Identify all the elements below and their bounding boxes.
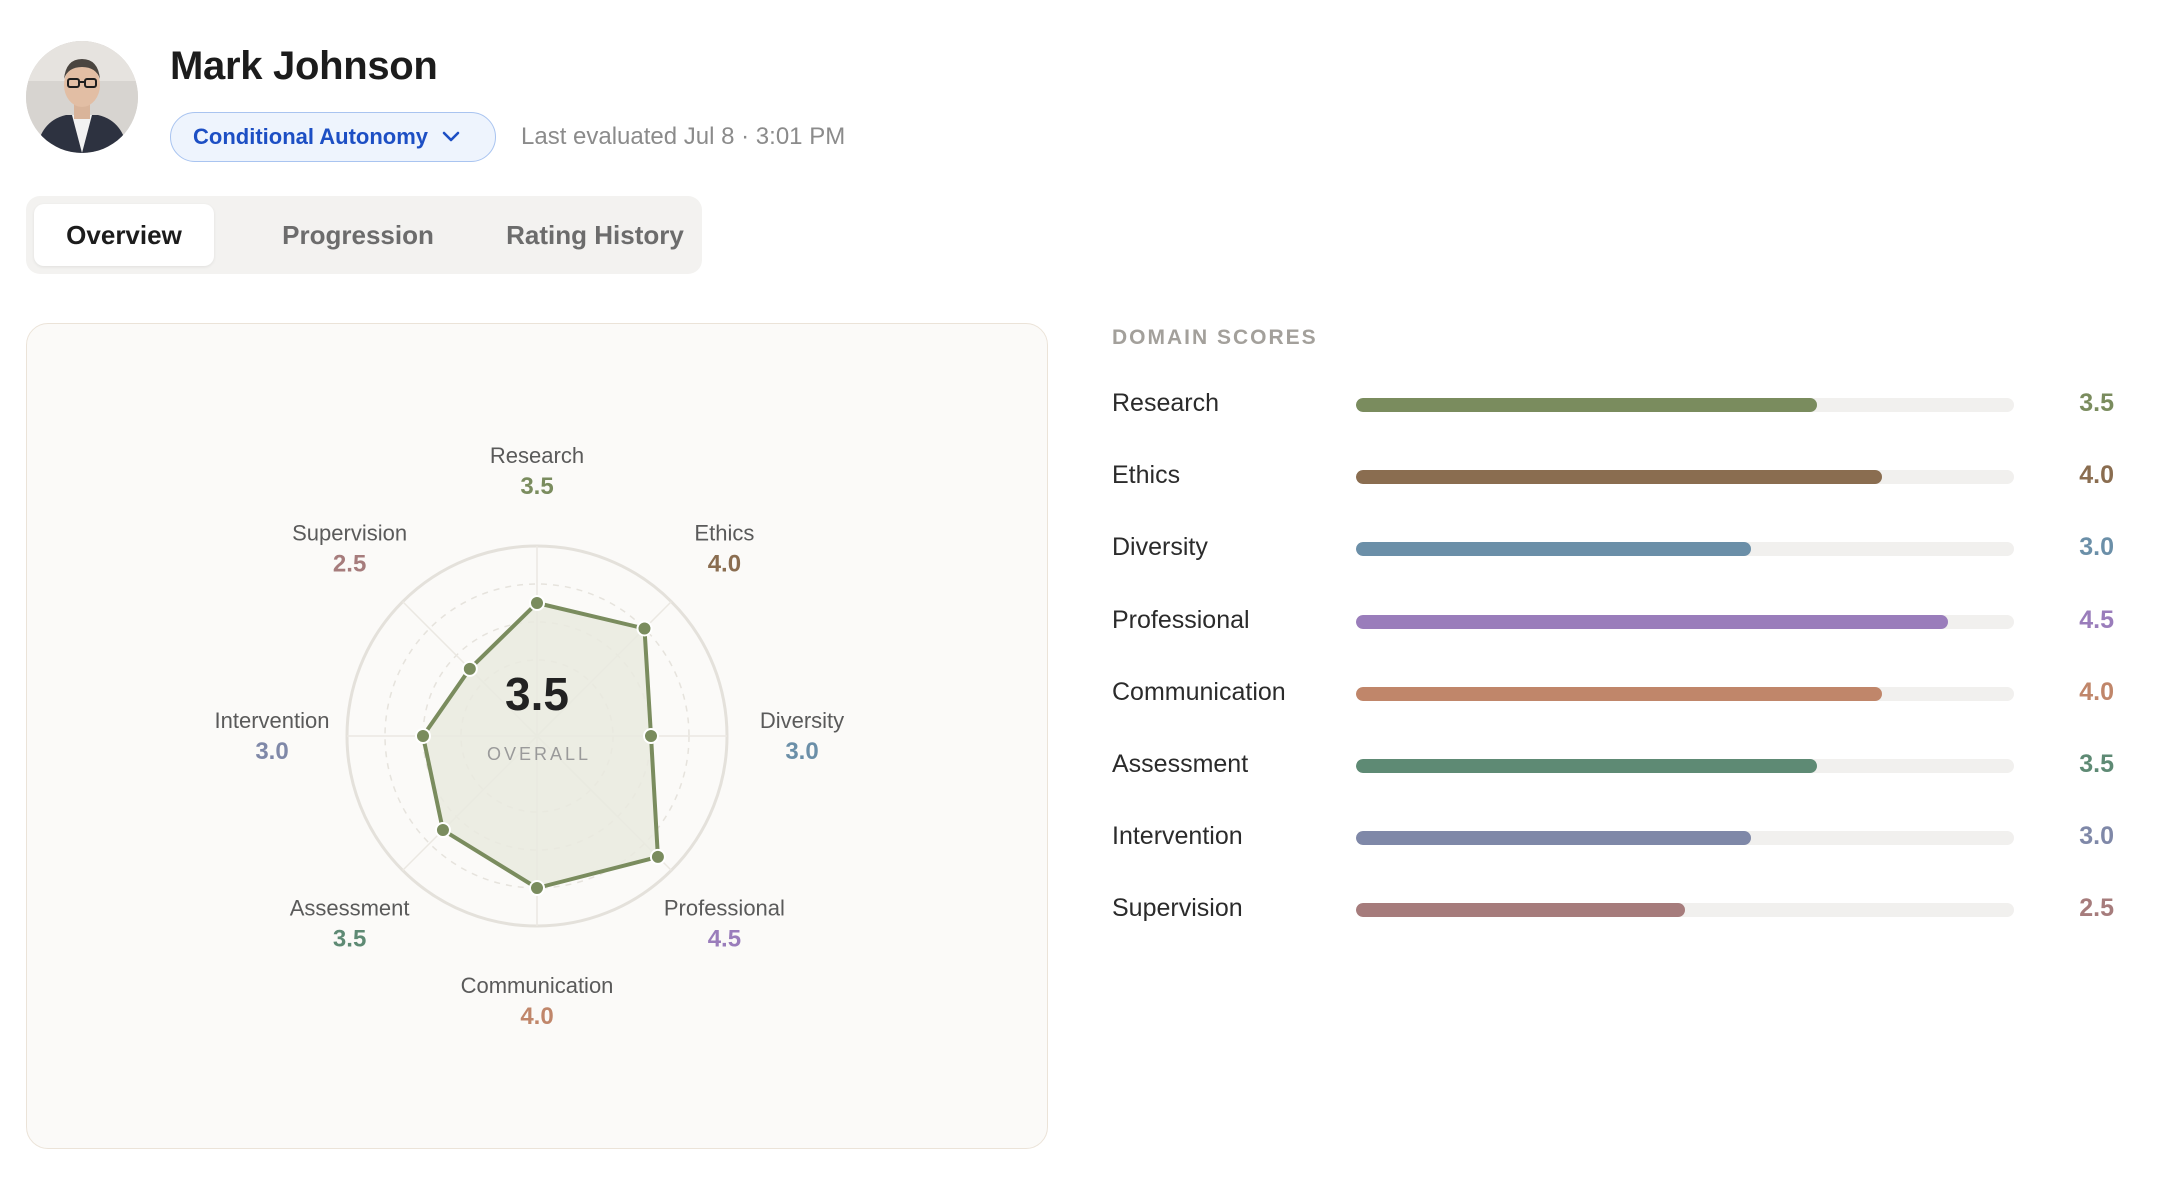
domain-score-value: 3.0 bbox=[2079, 822, 2114, 851]
domain-score-bar-fill bbox=[1356, 759, 1817, 773]
radar-chart: Research 3.5 Ethics 4.0 Diversity 3.0 Professi… bbox=[215, 443, 845, 1030]
overall-score-value: 3.5 bbox=[505, 668, 569, 720]
domain-score-name: Intervention bbox=[1112, 822, 1243, 851]
domain-score-bar-fill bbox=[1356, 398, 1817, 412]
domain-score-value: 4.0 bbox=[2079, 677, 2114, 706]
radar-label-communication: Communication bbox=[461, 973, 614, 998]
domain-scores-heading: DOMAIN SCORES bbox=[1112, 326, 1318, 349]
radar-value-assessment: 3.5 bbox=[333, 925, 366, 952]
radar-label-ethics: Ethics bbox=[694, 521, 754, 546]
domain-score-bar-track bbox=[1356, 686, 2014, 701]
tab-bar: Overview Progression Rating History bbox=[26, 196, 702, 274]
domain-score-bar-track bbox=[1356, 614, 2014, 629]
domain-score-value: 3.5 bbox=[2079, 750, 2114, 778]
radar-point-intervention bbox=[415, 728, 431, 744]
radar-value-intervention: 3.0 bbox=[255, 738, 288, 765]
domain-score-bar-fill bbox=[1356, 470, 1883, 485]
tab-overview[interactable]: Overview bbox=[34, 204, 214, 266]
domain-score-value: 4.5 bbox=[2079, 605, 2114, 634]
domain-score-bar-track bbox=[1356, 398, 2014, 412]
overall-score-caption: OVERALL bbox=[487, 744, 591, 764]
autonomy-level-label: Conditional Autonomy bbox=[193, 124, 429, 149]
radar-point-diversity bbox=[643, 728, 659, 744]
domain-score-name: Diversity bbox=[1112, 533, 1208, 562]
radar-series bbox=[415, 595, 666, 896]
domain-score-bar-track bbox=[1356, 903, 2014, 918]
radar-value-communication: 4.0 bbox=[520, 1003, 553, 1030]
domain-score-bar-fill bbox=[1356, 686, 1883, 701]
radar-label-assessment: Assessment bbox=[290, 895, 410, 920]
domain-score-bar-fill bbox=[1356, 614, 1949, 629]
domain-score-bar-track bbox=[1356, 542, 2014, 557]
domain-score-bar-track bbox=[1356, 759, 2014, 773]
radar-point-communication bbox=[529, 880, 545, 896]
last-evaluated-text: Last evaluated Jul 8 · 3:01 PM bbox=[521, 123, 846, 150]
radar-value-research: 3.5 bbox=[520, 473, 553, 500]
radar-value-diversity: 3.0 bbox=[785, 738, 818, 765]
person-photo-avatar bbox=[26, 41, 138, 153]
domain-score-name: Research bbox=[1112, 389, 1219, 417]
tab-progression[interactable]: Progression bbox=[282, 219, 434, 250]
radar-chart-card: Research 3.5 Ethics 4.0 Diversity 3.0 Professi… bbox=[26, 323, 1048, 1149]
domain-score-row-ethics: Ethics 4.0 bbox=[1112, 455, 2114, 495]
radar-point-professional bbox=[649, 848, 666, 865]
domain-score-value: 4.0 bbox=[2079, 461, 2114, 490]
radar-label-intervention: Intervention bbox=[215, 708, 330, 733]
radar-axis-labels: Research 3.5 Ethics 4.0 Diversity 3.0 Professi… bbox=[215, 443, 845, 1030]
domain-score-row-intervention: Intervention 3.0 bbox=[1112, 816, 2114, 856]
radar-label-research: Research bbox=[490, 443, 584, 468]
domain-score-name: Communication bbox=[1112, 677, 1286, 706]
avatar bbox=[26, 41, 138, 153]
tab-rating-history[interactable]: Rating History bbox=[506, 219, 684, 250]
radar-label-professional: Professional bbox=[664, 895, 785, 920]
domain-score-name: Ethics bbox=[1112, 461, 1181, 490]
domain-score-bar-fill bbox=[1356, 542, 1751, 557]
domain-score-name: Supervision bbox=[1112, 894, 1243, 923]
domain-score-value: 3.5 bbox=[2079, 389, 2114, 417]
radar-point-supervision bbox=[461, 660, 478, 677]
domain-score-name: Professional bbox=[1112, 605, 1250, 634]
chevron-down-icon bbox=[442, 131, 460, 143]
domain-score-bar-track bbox=[1356, 831, 2014, 846]
radar-point-ethics bbox=[636, 620, 653, 637]
domain-score-row-diversity: Diversity 3.0 bbox=[1112, 527, 2114, 567]
domain-score-row-supervision: Supervision 2.5 bbox=[1112, 888, 2114, 928]
domain-score-value: 3.0 bbox=[2079, 533, 2114, 562]
autonomy-level-dropdown[interactable]: Conditional Autonomy bbox=[170, 112, 496, 162]
radar-label-supervision: Supervision bbox=[292, 521, 407, 546]
radar-value-supervision: 2.5 bbox=[333, 551, 366, 578]
radar-value-professional: 4.5 bbox=[708, 925, 741, 952]
radar-point-research bbox=[529, 595, 545, 611]
domain-score-bar-fill bbox=[1356, 831, 1751, 846]
radar-value-ethics: 4.0 bbox=[708, 551, 741, 578]
domain-score-row-assessment: Assessment 3.5 bbox=[1112, 744, 2114, 784]
domain-score-bar-fill bbox=[1356, 903, 1685, 918]
radar-point-assessment bbox=[434, 822, 451, 839]
domain-score-row-communication: Communication 4.0 bbox=[1112, 672, 2114, 712]
user-name: Mark Johnson bbox=[170, 44, 438, 88]
domain-score-row-research: Research 3.5 bbox=[1112, 383, 2114, 423]
radar-label-diversity: Diversity bbox=[760, 708, 844, 733]
domain-score-name: Assessment bbox=[1112, 750, 1249, 778]
domain-score-value: 2.5 bbox=[2079, 894, 2114, 923]
domain-score-bar-track bbox=[1356, 470, 2014, 485]
domain-score-row-professional: Professional 4.5 bbox=[1112, 600, 2114, 640]
